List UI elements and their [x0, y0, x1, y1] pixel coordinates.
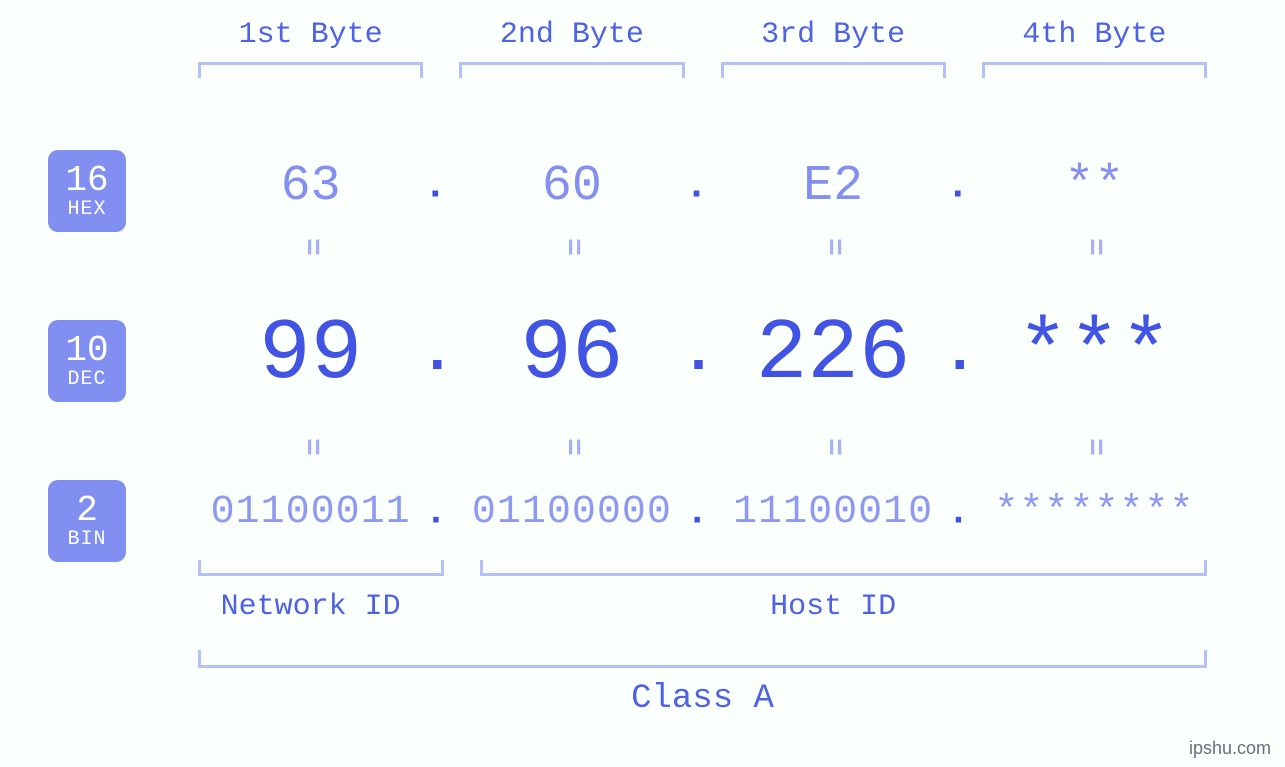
hex-value: **: [1064, 158, 1124, 215]
byte-header-label: 3rd Byte: [703, 18, 964, 52]
hex-badge: 16 HEX: [48, 150, 126, 232]
badge-label: HEX: [67, 199, 106, 220]
bin-value: 01100000: [472, 490, 672, 535]
top-bracket-icon: [982, 62, 1207, 78]
bin-byte-4: ********: [964, 490, 1225, 535]
byte-headers: 1st Byte 2nd Byte 3rd Byte 4th Byte: [180, 18, 1225, 78]
hex-row: 63 . 60 . E2 . **: [180, 158, 1225, 215]
network-bracket-icon: [198, 560, 444, 576]
hex-byte-2: 60 .: [441, 158, 702, 215]
equals-row-dec-bin: = = = =: [180, 430, 1225, 464]
byte-header-label: 2nd Byte: [441, 18, 702, 52]
equals-icon: =: [294, 238, 328, 256]
byte-header-4: 4th Byte: [964, 18, 1225, 78]
network-id-label: Network ID: [180, 590, 441, 624]
class-bracket-icon: [198, 650, 1207, 668]
top-bracket-icon: [721, 62, 946, 78]
dec-byte-1: 99 .: [180, 305, 441, 403]
bin-row: 01100011 . 01100000 . 11100010 . *******…: [180, 490, 1225, 535]
badge-number: 16: [65, 162, 108, 200]
hex-value: E2: [803, 158, 863, 215]
byte-header-label: 4th Byte: [964, 18, 1225, 52]
hex-byte-1: 63 .: [180, 158, 441, 215]
equals-icon: =: [816, 238, 850, 256]
hex-value: 63: [281, 158, 341, 215]
equals-icon: =: [555, 438, 589, 456]
dec-row: 99 . 96 . 226 . ***: [180, 305, 1225, 403]
equals-icon: =: [1077, 438, 1111, 456]
badge-number: 2: [76, 492, 98, 530]
hex-byte-3: E2 .: [703, 158, 964, 215]
badge-number: 10: [65, 332, 108, 370]
bin-value: 11100010: [733, 490, 933, 535]
dec-value: 226: [756, 305, 911, 403]
equals-row-hex-dec: = = = =: [180, 230, 1225, 264]
credit-text: ipshu.com: [1189, 738, 1271, 759]
equals-icon: =: [555, 238, 589, 256]
top-bracket-icon: [198, 62, 423, 78]
class-label: Class A: [180, 680, 1225, 718]
equals-icon: =: [294, 438, 328, 456]
bin-badge: 2 BIN: [48, 480, 126, 562]
net-host-brackets: [180, 560, 1225, 578]
dec-value: 96: [520, 305, 623, 403]
dec-byte-2: 96 .: [441, 305, 702, 403]
equals-icon: =: [816, 438, 850, 456]
bin-byte-3: 11100010 .: [703, 490, 964, 535]
bin-value: 01100011: [211, 490, 411, 535]
dec-badge: 10 DEC: [48, 320, 126, 402]
badge-label: DEC: [67, 369, 106, 390]
host-id-label: Host ID: [441, 590, 1225, 624]
top-bracket-icon: [459, 62, 684, 78]
bin-value: ********: [994, 490, 1194, 535]
hex-byte-4: **: [964, 158, 1225, 215]
bin-byte-1: 01100011 .: [180, 490, 441, 535]
net-host-labels: Network ID Host ID: [180, 590, 1225, 624]
byte-header-1: 1st Byte: [180, 18, 441, 78]
bin-byte-2: 01100000 .: [441, 490, 702, 535]
byte-header-2: 2nd Byte: [441, 18, 702, 78]
equals-icon: =: [1077, 238, 1111, 256]
dec-value: ***: [1017, 305, 1172, 403]
host-bracket-icon: [480, 560, 1207, 576]
badge-label: BIN: [67, 529, 106, 550]
dec-value: 99: [259, 305, 362, 403]
dec-byte-4: ***: [964, 305, 1225, 403]
hex-value: 60: [542, 158, 602, 215]
dec-byte-3: 226 .: [703, 305, 964, 403]
byte-header-3: 3rd Byte: [703, 18, 964, 78]
byte-header-label: 1st Byte: [180, 18, 441, 52]
